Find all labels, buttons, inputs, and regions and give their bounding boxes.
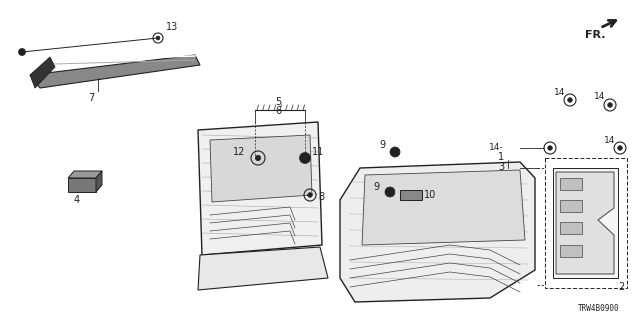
- Circle shape: [390, 147, 400, 157]
- Polygon shape: [30, 55, 200, 88]
- Polygon shape: [340, 162, 535, 302]
- Text: 14: 14: [595, 92, 605, 101]
- Polygon shape: [68, 171, 102, 178]
- Bar: [400, 190, 422, 200]
- Circle shape: [308, 193, 312, 197]
- Text: 4: 4: [74, 195, 80, 205]
- Text: 5: 5: [275, 97, 281, 107]
- Polygon shape: [198, 122, 322, 255]
- Polygon shape: [553, 168, 618, 278]
- Text: 11: 11: [312, 147, 324, 157]
- Polygon shape: [362, 170, 525, 245]
- Polygon shape: [96, 171, 102, 192]
- Circle shape: [385, 187, 395, 197]
- Text: 6: 6: [275, 106, 281, 116]
- Circle shape: [255, 155, 260, 161]
- Circle shape: [548, 146, 552, 150]
- Bar: [560, 245, 582, 257]
- Bar: [560, 178, 582, 190]
- Text: 7: 7: [88, 93, 94, 103]
- Text: 3: 3: [498, 162, 504, 172]
- Circle shape: [568, 98, 572, 102]
- Polygon shape: [556, 172, 614, 274]
- Text: 14-: 14-: [490, 143, 504, 152]
- Text: 12: 12: [232, 147, 245, 157]
- Circle shape: [19, 49, 26, 55]
- Polygon shape: [30, 57, 55, 88]
- Text: 9: 9: [373, 182, 379, 192]
- Text: 14: 14: [604, 136, 616, 145]
- Text: 13: 13: [166, 22, 179, 32]
- Polygon shape: [198, 247, 328, 290]
- Circle shape: [300, 153, 310, 164]
- Circle shape: [618, 146, 622, 150]
- Bar: [545, 158, 627, 288]
- Text: FR.: FR.: [585, 30, 605, 40]
- Circle shape: [156, 36, 160, 40]
- Bar: [560, 200, 582, 212]
- Bar: [560, 222, 582, 234]
- Text: 1: 1: [498, 152, 504, 162]
- Polygon shape: [68, 178, 96, 192]
- Polygon shape: [210, 135, 312, 202]
- Text: 10: 10: [424, 190, 436, 200]
- Text: 14: 14: [554, 88, 566, 97]
- Text: 8: 8: [318, 192, 324, 202]
- Text: 9: 9: [379, 140, 385, 150]
- Text: TRW4B0900: TRW4B0900: [579, 304, 620, 313]
- Text: 2: 2: [618, 282, 624, 292]
- Circle shape: [608, 103, 612, 107]
